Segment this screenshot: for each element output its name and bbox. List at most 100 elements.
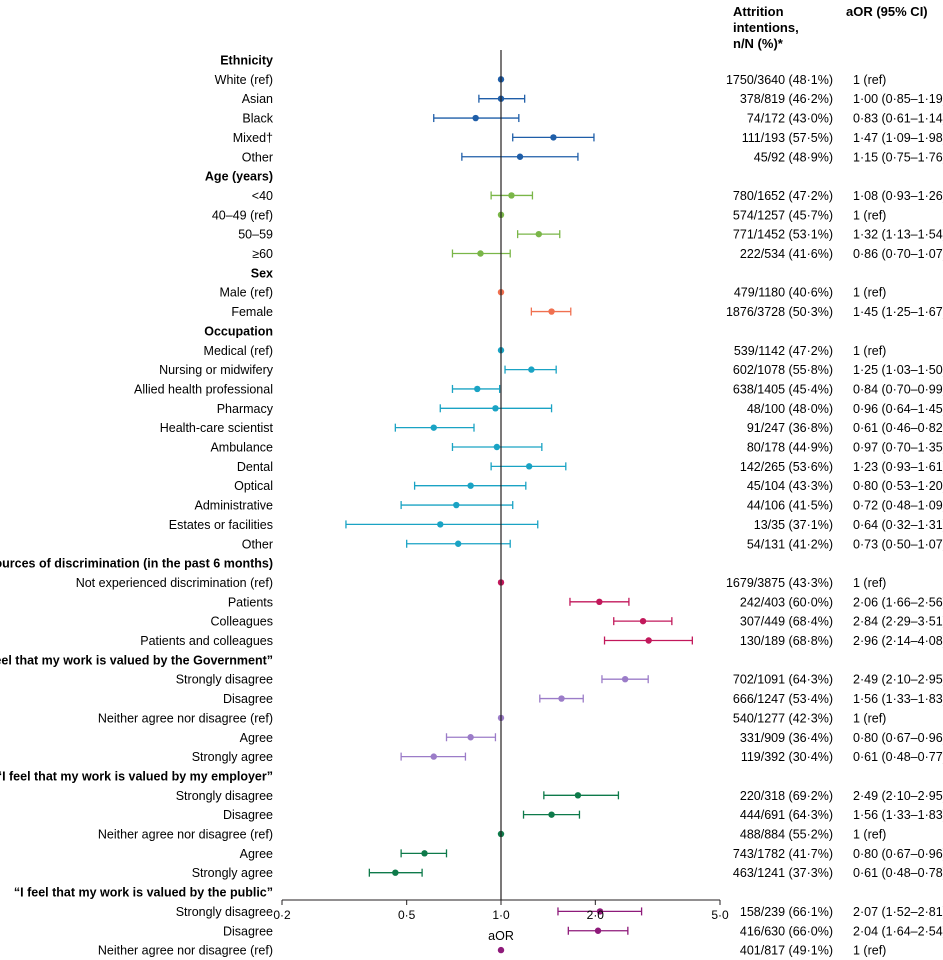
row-attrition: 416/630 (66·0%) <box>740 924 833 938</box>
estimate-point <box>596 598 603 605</box>
estimate-point <box>621 676 629 683</box>
row-label: Asian <box>242 92 273 106</box>
group-title: Sources of discrimination (in the past 6… <box>0 557 273 571</box>
row-label: Disagree <box>223 692 273 706</box>
row-attrition: 444/691 (64·3%) <box>740 808 833 822</box>
x-axis-title: aOR <box>488 929 514 943</box>
group-title: “I feel that my work is valued by the Go… <box>0 653 273 667</box>
row-aor: 0·84 (0·70–0·99) <box>853 382 943 396</box>
row-attrition: 119/392 (30·4%) <box>741 750 833 764</box>
row-attrition: 540/1277 (42·3%) <box>733 711 833 725</box>
estimate-point <box>558 695 565 702</box>
row-label: Agree <box>240 847 273 861</box>
row-aor: 1·08 (0·93–1·26) <box>853 189 943 203</box>
row-label: Dental <box>237 460 273 474</box>
row-attrition: 771/1452 (53·1%) <box>733 228 833 242</box>
row-label: Agree <box>240 731 273 745</box>
row-attrition: 111/193 (57·5%) <box>742 131 833 145</box>
n-header-line-3: n/N (%)* <box>733 36 784 51</box>
row-aor: 0·80 (0·67–0·96) <box>853 731 943 745</box>
row-aor: 1·23 (0·93–1·61) <box>853 460 943 474</box>
row-aor: 1 (ref) <box>853 828 886 842</box>
estimate-point <box>453 501 460 509</box>
row-attrition: 666/1247 (53·4%) <box>733 692 833 706</box>
row-label: Other <box>242 537 273 551</box>
row-attrition: 743/1782 (41·7%) <box>733 847 833 861</box>
aor-header: aOR (95% CI) <box>846 4 928 19</box>
row-label: Allied health professional <box>134 382 273 396</box>
row-aor: 2·07 (1·52–2·81) <box>853 905 943 919</box>
row-aor: 1 (ref) <box>853 576 886 590</box>
row-aor: 1 (ref) <box>853 944 886 958</box>
x-axis: 0·2 0·5 1·0 2·0 5·0 aOR <box>273 899 729 943</box>
row-aor: 1·56 (1·33–1·83) <box>853 692 943 706</box>
row-aor: 1·56 (1·33–1·83) <box>853 808 943 822</box>
row-label: Patients and colleagues <box>140 634 273 648</box>
estimate-point <box>430 753 437 760</box>
row-label: Other <box>242 150 273 164</box>
row-label: 40–49 (ref) <box>212 208 273 222</box>
row-attrition: 378/819 (46·2%) <box>740 92 833 106</box>
row-label: Neither agree nor disagree (ref) <box>98 944 273 958</box>
row-aor: 0·61 (0·48–0·78) <box>853 866 943 880</box>
estimate-point <box>392 869 399 876</box>
x-tick-label: 5·0 <box>711 908 729 922</box>
group-title: “I feel that my work is valued by my emp… <box>0 769 273 783</box>
row-label: Patients <box>228 595 273 609</box>
row-label: <40 <box>252 189 273 203</box>
row-aor: 1 (ref) <box>853 711 886 725</box>
row-aor: 0·64 (0·32–1·31) <box>853 518 943 532</box>
row-label: Optical <box>234 479 273 493</box>
row-label: Health-care scientist <box>160 421 274 435</box>
n-header-line-2: intentions, <box>733 20 799 35</box>
row-label: Mixed† <box>233 131 273 145</box>
row-attrition: 479/1180 (40·6%) <box>734 286 833 300</box>
row-attrition: 222/534 (41·6%) <box>740 247 833 261</box>
row-attrition: 48/100 (48·0%) <box>747 402 833 416</box>
estimate-point <box>548 308 555 315</box>
row-aor: 0·61 (0·48–0·77) <box>853 750 943 764</box>
row-label: Disagree <box>223 924 273 938</box>
row-aor: 0·61 (0·46–0·82) <box>853 421 943 435</box>
estimate-point <box>430 424 437 431</box>
estimate-point <box>477 250 484 257</box>
column-headers: Attrition intentions, n/N (%)* aOR (95% … <box>733 4 928 51</box>
row-attrition: 1679/3875 (43·3%) <box>726 576 833 590</box>
row-aor: 1·32 (1·13–1·54) <box>853 228 943 242</box>
estimate-point <box>492 405 499 412</box>
n-header-line-1: Attrition <box>733 4 784 19</box>
estimate-point <box>528 366 535 373</box>
x-tick-label: 0·5 <box>398 908 416 922</box>
row-aor: 2·04 (1·64–2·54) <box>853 924 943 938</box>
row-aor: 2·96 (2·14–4·08) <box>853 634 943 648</box>
row-aor: 0·73 (0·50–1·07) <box>853 537 943 551</box>
row-attrition: 13/35 (37·1%) <box>754 518 833 532</box>
row-label: Not experienced discrimination (ref) <box>76 576 273 590</box>
row-label: Black <box>242 112 273 126</box>
row-label: Disagree <box>223 808 273 822</box>
estimate-point <box>525 463 533 470</box>
estimate-point <box>645 637 652 644</box>
row-aor: 0·97 (0·70–1·35) <box>853 441 943 455</box>
row-aor: 1 (ref) <box>853 73 886 87</box>
row-aor: 0·72 (0·48–1·09) <box>853 499 943 513</box>
row-label: Female <box>231 305 273 319</box>
row-attrition: 702/1091 (64·3%) <box>733 673 833 687</box>
row-aor: 1·15 (0·75–1·76) <box>853 150 943 164</box>
row-attrition: 45/92 (48·9%) <box>754 150 833 164</box>
row-attrition: 54/131 (41·2%) <box>747 537 833 551</box>
row-label: Ambulance <box>210 441 273 455</box>
row-attrition: 331/909 (36·4%) <box>740 731 833 745</box>
estimate-point <box>508 192 515 199</box>
row-label: Medical (ref) <box>204 344 273 358</box>
forest-rows: Ethnicity White (ref) 1750/3640 (48·1%) 1 (… <box>0 50 943 958</box>
row-label: Nursing or midwifery <box>159 363 274 377</box>
row-label: Strongly agree <box>192 866 273 880</box>
row-attrition: 780/1652 (47·2%) <box>733 189 833 203</box>
row-aor: 1·25 (1·03–1·50) <box>853 363 943 377</box>
row-aor: 0·86 (0·70–1·07) <box>853 247 943 261</box>
row-label: Strongly disagree <box>176 905 273 919</box>
row-attrition: 638/1405 (45·4%) <box>733 382 833 396</box>
row-aor: 1·45 (1·25–1·67) <box>853 305 943 319</box>
row-label: Neither agree nor disagree (ref) <box>98 828 273 842</box>
